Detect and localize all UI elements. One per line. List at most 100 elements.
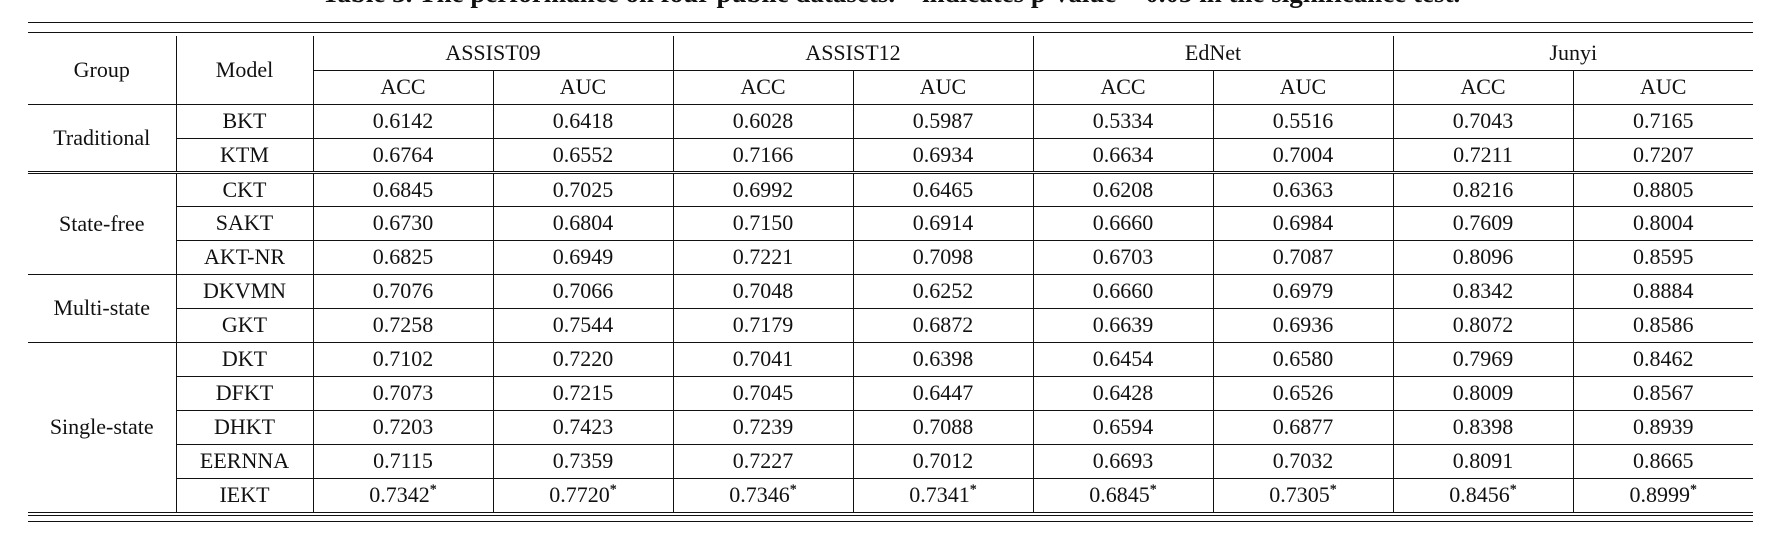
model-name: AKT-NR xyxy=(176,239,314,275)
metric-value: 0.6703 xyxy=(1032,239,1214,275)
metric-value-text: 0.6693 xyxy=(1092,448,1154,473)
header-metric: AUC xyxy=(1212,69,1394,105)
metric-value-text: 0.8009 xyxy=(1452,380,1514,405)
metric-value: 0.6465 xyxy=(852,170,1034,207)
metric-value-text: 0.6580 xyxy=(1272,346,1334,371)
metric-value-text: 0.7025 xyxy=(552,176,614,202)
metric-value-text: 0.6428 xyxy=(1092,380,1154,405)
metric-value-text: 0.7150 xyxy=(732,210,794,235)
metric-value-text: 0.6465 xyxy=(912,176,974,202)
metric-value: 0.7305* xyxy=(1212,477,1394,513)
significance-mark: * xyxy=(1690,482,1697,498)
metric-value-text: 0.6594 xyxy=(1092,414,1154,439)
metric-value: 0.7076 xyxy=(312,273,494,309)
metric-value: 0.7150 xyxy=(672,205,854,241)
metric-value-text: 0.6660 xyxy=(1092,278,1154,303)
metric-value-text: 0.6804 xyxy=(552,210,614,235)
metric-value: 0.8072 xyxy=(1392,307,1574,343)
metric-value-text: 0.6634 xyxy=(1092,141,1154,167)
metric-value-text: 0.6845 xyxy=(372,176,434,202)
metric-value: 0.6208 xyxy=(1032,170,1214,207)
metric-value: 0.8665 xyxy=(1572,443,1753,479)
metric-value: 0.7609 xyxy=(1392,205,1574,241)
metric-value: 0.6992 xyxy=(672,170,854,207)
metric-value-text: 0.7088 xyxy=(912,414,974,439)
metric-value-text: 0.6447 xyxy=(912,380,974,405)
header-metric: AUC xyxy=(1572,69,1753,105)
metric-value: 0.7115 xyxy=(312,443,494,479)
metric-value-text: 0.8216 xyxy=(1452,176,1514,202)
significance-mark: * xyxy=(1329,482,1337,498)
metric-value: 0.6398 xyxy=(852,341,1034,377)
table-header: Group Model ASSIST09 ASSIST12 EdNet Juny… xyxy=(28,36,1753,105)
metric-value: 0.6028 xyxy=(672,103,854,139)
metric-value-text: 0.7073 xyxy=(372,380,434,405)
model-name: CKT xyxy=(175,170,314,207)
metric-value: 0.7179 xyxy=(672,307,854,343)
significance-mark: * xyxy=(789,482,797,498)
metric-value: 0.7048 xyxy=(672,273,854,309)
metric-value: 0.7087 xyxy=(1212,239,1394,275)
metric-value-text: 0.8884 xyxy=(1633,278,1694,303)
metric-value: 0.8939 xyxy=(1572,409,1753,445)
table-row: Single-state DKT 0.7102 0.7220 0.7041 0.6398 0… xyxy=(28,341,1753,513)
metric-value: 0.5987 xyxy=(852,103,1034,139)
model-name: IEKT xyxy=(176,477,314,513)
model-name: GKT xyxy=(176,307,314,343)
metric-value-text: 0.6660 xyxy=(1092,210,1154,235)
significance-mark: * xyxy=(429,482,437,498)
metric-value-text: 0.7359 xyxy=(552,448,614,473)
group-label: State-free xyxy=(28,170,177,275)
metric-value-text: 0.8456 xyxy=(1449,482,1510,507)
metric-value-text: 0.7043 xyxy=(1452,108,1514,133)
metric-value: 0.6914 xyxy=(852,205,1034,241)
metric-value: 0.6934 xyxy=(852,137,1034,173)
metric-value-text: 0.8665 xyxy=(1633,448,1694,473)
header-metric: AUC xyxy=(492,69,674,105)
metric-value: 0.8805 xyxy=(1572,170,1753,207)
metric-value: 0.7043 xyxy=(1392,103,1574,139)
metric-value-text: 0.7166 xyxy=(732,141,794,167)
metric-value-text: 0.7720 xyxy=(549,482,610,507)
top-rule xyxy=(28,22,1753,23)
metric-value-text: 0.8072 xyxy=(1452,312,1514,337)
metric-value: 0.7220 xyxy=(492,341,674,377)
metric-value-text: 0.7220 xyxy=(552,346,614,371)
model-name: KTM xyxy=(176,137,314,173)
metric-value-text: 0.6949 xyxy=(552,244,614,269)
header-dataset-ednet: EdNet xyxy=(1032,36,1394,71)
metric-value-text: 0.7076 xyxy=(372,278,434,303)
metric-value-text: 0.7609 xyxy=(1452,210,1514,235)
metric-value: 0.6730 xyxy=(312,205,494,241)
metric-value-text: 0.8096 xyxy=(1452,244,1514,269)
group-label: Single-state xyxy=(28,341,177,513)
metric-value: 0.6634 xyxy=(1032,137,1214,173)
metric-value-text: 0.8004 xyxy=(1633,210,1694,235)
metric-value-text: 0.8595 xyxy=(1633,244,1694,269)
metric-value-text: 0.8091 xyxy=(1452,448,1514,473)
metric-value: 0.7088 xyxy=(852,409,1034,445)
metric-value: 0.6764 xyxy=(312,137,494,173)
table-row: EERNNA 0.7115 0.7359 0.7227 0.7012 0.6693 0.70… xyxy=(28,443,1753,479)
metric-value-text: 0.7207 xyxy=(1633,141,1694,167)
metric-value: 0.7342* xyxy=(312,477,494,513)
metric-value: 0.6142 xyxy=(312,103,494,139)
metric-value-text: 0.7544 xyxy=(552,312,614,337)
metric-value: 0.7341* xyxy=(852,477,1034,513)
metric-value-text: 0.7258 xyxy=(372,312,434,337)
table-row: Traditional BKT 0.6142 0.6418 0.6028 0.5987 0.… xyxy=(28,103,1753,173)
metric-value: 0.6252 xyxy=(852,273,1034,309)
metric-value-text: 0.6872 xyxy=(912,312,974,337)
metric-value-text: 0.7215 xyxy=(552,380,614,405)
model-name: BKT xyxy=(175,103,314,139)
header-metric: AUC xyxy=(852,69,1034,105)
metric-value: 0.7423 xyxy=(492,409,674,445)
metric-value: 0.7227 xyxy=(672,443,854,479)
metric-value: 0.7221 xyxy=(672,239,854,275)
group-label: Traditional xyxy=(28,103,177,173)
metric-value: 0.6984 xyxy=(1212,205,1394,241)
metric-value-text: 0.8462 xyxy=(1633,346,1694,371)
metric-value: 0.7720* xyxy=(492,477,674,513)
metric-value: 0.7239 xyxy=(672,409,854,445)
metric-value-text: 0.6934 xyxy=(912,141,974,167)
